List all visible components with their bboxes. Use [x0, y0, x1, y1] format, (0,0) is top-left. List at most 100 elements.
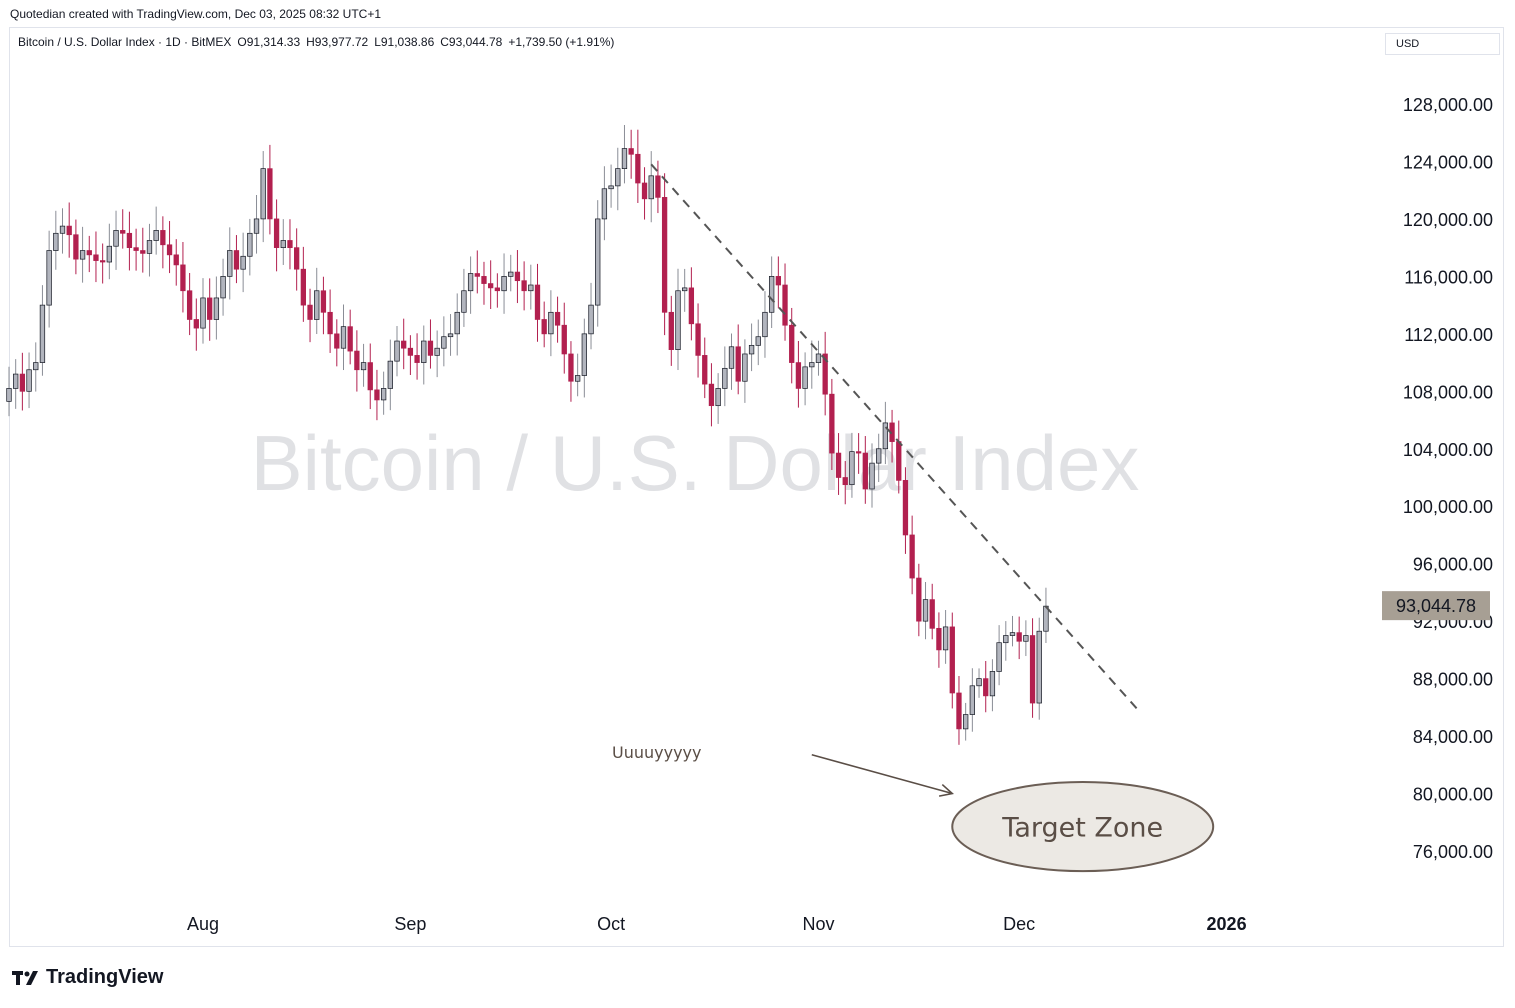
candle — [227, 227, 233, 300]
candle-body — [441, 336, 447, 349]
candle — [661, 173, 668, 336]
candle — [294, 228, 300, 291]
candle-body — [849, 451, 855, 486]
candle-body — [267, 168, 273, 220]
time-tick-label: Aug — [187, 914, 219, 934]
candle-body — [273, 218, 280, 249]
candle-body — [722, 367, 728, 389]
candle-body — [53, 232, 59, 251]
chart-frame[interactable] — [9, 27, 1504, 947]
candle-body — [996, 642, 1002, 672]
candle — [1036, 617, 1042, 720]
candle — [33, 342, 39, 392]
candle — [380, 371, 387, 415]
candle — [869, 443, 875, 508]
candle — [501, 253, 507, 314]
time-tick-label: Oct — [597, 914, 625, 934]
price-tick-label: 88,000.00 — [1413, 670, 1493, 690]
candle — [133, 228, 139, 271]
currency-selector[interactable]: USD — [1385, 33, 1500, 55]
tradingview-brand[interactable]: TradingView — [12, 966, 163, 989]
candle-body — [922, 599, 929, 622]
candle — [922, 581, 929, 640]
candle-body — [969, 685, 975, 715]
candle-body — [106, 245, 112, 263]
candle-body — [374, 389, 380, 401]
last-price-label: 93,044.78 — [1396, 596, 1476, 616]
candle-body — [213, 297, 220, 320]
candle-body — [655, 175, 661, 198]
candles — [6, 125, 1049, 745]
candle-body — [120, 230, 126, 234]
candle — [916, 563, 922, 637]
candle-body — [688, 287, 695, 325]
candle-body — [528, 284, 534, 292]
candle-body — [1003, 635, 1009, 644]
candle — [494, 273, 501, 308]
candle — [233, 235, 240, 284]
candle — [715, 373, 721, 424]
candle-body — [421, 340, 427, 363]
legend-symbol: Bitcoin / U.S. Dollar Index · 1D · BitME… — [18, 35, 232, 49]
candle-body — [554, 311, 561, 326]
candle — [815, 340, 822, 376]
candle — [253, 194, 260, 254]
candle — [1016, 616, 1022, 660]
candle-body — [347, 326, 353, 352]
annotation-layer: Target Zone Uuuuyyyyy — [612, 743, 1215, 873]
candle-body — [227, 250, 233, 277]
candle-body — [956, 692, 962, 730]
candle-body — [260, 168, 266, 220]
candle — [180, 242, 186, 313]
candle-body — [427, 340, 434, 356]
candle — [568, 341, 574, 402]
candle — [581, 318, 587, 398]
candle — [554, 296, 561, 343]
candle — [401, 318, 407, 370]
candle — [320, 276, 327, 335]
candle — [782, 263, 788, 341]
candle — [608, 164, 614, 208]
candle-body — [782, 284, 788, 326]
candle — [842, 461, 848, 505]
candle-body — [595, 218, 601, 306]
candle-body — [835, 452, 842, 478]
candle — [93, 231, 99, 283]
candle-body — [1029, 635, 1036, 704]
candle-body — [1016, 632, 1022, 642]
candle-body — [862, 452, 868, 490]
candle — [829, 378, 835, 470]
legend-close: C93,044.78 — [440, 35, 503, 49]
candle-body — [467, 273, 474, 292]
candle — [755, 319, 761, 366]
time-tick-label: 2026 — [1207, 914, 1247, 934]
candle — [354, 330, 360, 392]
candle-body — [829, 393, 835, 454]
candle-body — [113, 230, 119, 247]
candle-body — [66, 225, 72, 236]
candle — [327, 289, 333, 353]
trendline-layer — [650, 163, 1141, 713]
candle — [976, 668, 982, 698]
candle-body — [26, 369, 32, 392]
candle — [862, 436, 868, 504]
candle — [207, 278, 213, 341]
candle-body — [869, 462, 875, 490]
candle-body — [534, 284, 541, 320]
candle — [387, 339, 393, 411]
candle-body — [568, 353, 574, 382]
candle-body — [514, 271, 521, 282]
candle-body — [822, 353, 828, 395]
candle — [809, 340, 815, 389]
candle — [407, 335, 414, 375]
candle — [768, 256, 775, 328]
price-tick-label: 84,000.00 — [1413, 727, 1493, 747]
price-tick-label: 80,000.00 — [1413, 785, 1493, 805]
candle — [474, 250, 480, 294]
candle-body — [19, 373, 26, 392]
candle-body — [380, 388, 387, 401]
candle-body — [695, 323, 701, 356]
candle — [936, 612, 942, 668]
candle-body — [334, 333, 340, 349]
